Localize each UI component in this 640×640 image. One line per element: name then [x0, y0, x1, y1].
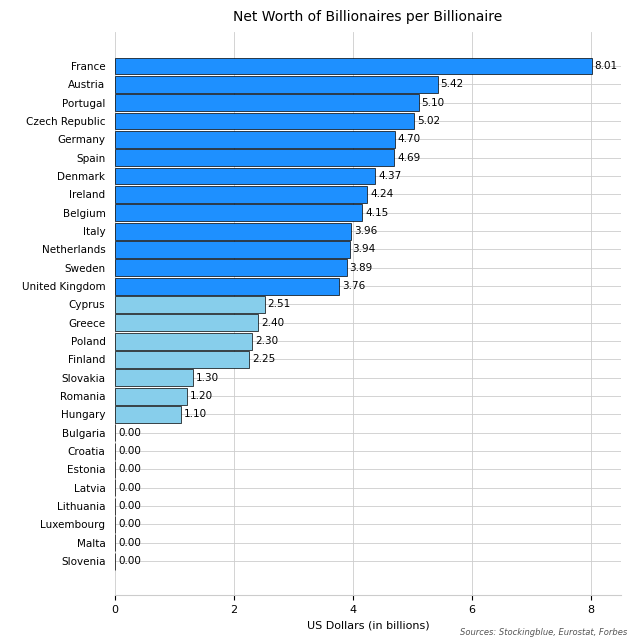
- Bar: [115, 204, 362, 221]
- Bar: [115, 296, 264, 313]
- Text: 0.00: 0.00: [118, 501, 141, 511]
- Bar: [115, 369, 193, 386]
- Text: 3.94: 3.94: [353, 244, 376, 255]
- Bar: [115, 186, 367, 203]
- Bar: [115, 76, 438, 93]
- Title: Net Worth of Billionaires per Billionaire: Net Worth of Billionaires per Billionair…: [234, 10, 502, 24]
- X-axis label: US Dollars (in billions): US Dollars (in billions): [307, 620, 429, 630]
- Bar: [115, 149, 394, 166]
- Text: 3.89: 3.89: [349, 263, 373, 273]
- Text: 1.20: 1.20: [189, 391, 212, 401]
- Bar: [115, 333, 252, 349]
- Text: 5.42: 5.42: [440, 79, 464, 90]
- Bar: [115, 259, 347, 276]
- Text: 2.51: 2.51: [268, 300, 291, 309]
- Bar: [115, 406, 180, 423]
- Bar: [115, 131, 395, 148]
- Text: 3.76: 3.76: [342, 281, 365, 291]
- Bar: [115, 278, 339, 294]
- Bar: [115, 314, 258, 332]
- Text: 4.15: 4.15: [365, 208, 388, 218]
- Bar: [115, 223, 351, 239]
- Bar: [115, 351, 249, 368]
- Text: 5.10: 5.10: [422, 98, 445, 108]
- Text: 1.30: 1.30: [195, 372, 219, 383]
- Text: 0.00: 0.00: [118, 446, 141, 456]
- Text: Sources: Stockingblue, Eurostat, Forbes: Sources: Stockingblue, Eurostat, Forbes: [460, 628, 627, 637]
- Text: 4.24: 4.24: [371, 189, 394, 200]
- Text: 2.30: 2.30: [255, 336, 278, 346]
- Text: 8.01: 8.01: [595, 61, 618, 71]
- Bar: [115, 388, 187, 404]
- Text: 5.02: 5.02: [417, 116, 440, 126]
- Text: 0.00: 0.00: [118, 520, 141, 529]
- Text: 4.69: 4.69: [397, 153, 420, 163]
- Bar: [115, 94, 419, 111]
- Text: 0.00: 0.00: [118, 428, 141, 438]
- Text: 4.37: 4.37: [378, 171, 401, 181]
- Bar: [115, 58, 591, 74]
- Text: 1.10: 1.10: [184, 410, 207, 419]
- Text: 0.00: 0.00: [118, 538, 141, 548]
- Text: 0.00: 0.00: [118, 465, 141, 474]
- Text: 2.25: 2.25: [252, 355, 275, 364]
- Text: 4.70: 4.70: [397, 134, 421, 145]
- Text: 3.96: 3.96: [354, 226, 377, 236]
- Bar: [115, 168, 375, 184]
- Bar: [115, 241, 349, 258]
- Text: 2.40: 2.40: [261, 318, 284, 328]
- Text: 0.00: 0.00: [118, 483, 141, 493]
- Bar: [115, 113, 414, 129]
- Text: 0.00: 0.00: [118, 556, 141, 566]
